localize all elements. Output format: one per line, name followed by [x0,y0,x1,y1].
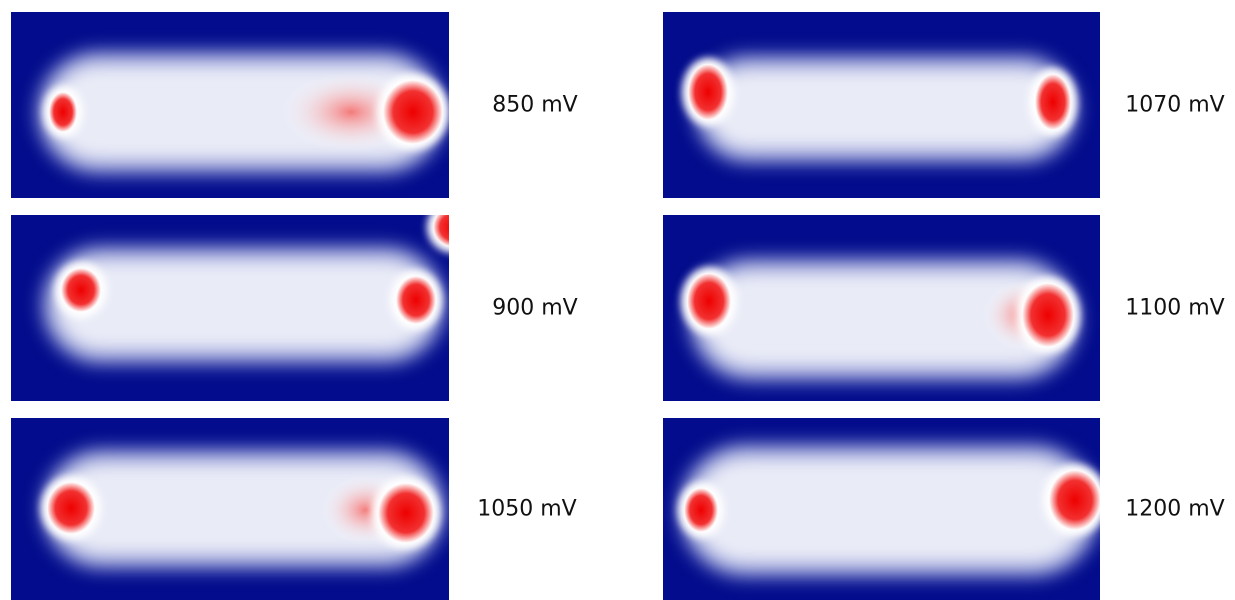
map-image [11,215,449,401]
end-mode-spot [684,488,718,532]
map-image [11,418,449,600]
wire [705,66,1066,152]
end-mode-spot [1049,470,1100,530]
end-mode-spot [378,483,434,543]
end-mode-spot [49,92,77,132]
bias-label: 850 mV [492,93,577,118]
bias-label: 1200 mV [1125,497,1224,522]
end-mode-spot [396,276,436,324]
end-mode-spot [687,273,731,329]
end-mode-spot [61,268,101,312]
map-image [663,418,1100,600]
end-mode-spot [1022,283,1074,347]
bias-label: 1100 mV [1125,296,1224,321]
wire [690,455,1088,566]
end-mode-spot [688,64,728,120]
wire [53,257,434,353]
end-mode-spot [1035,74,1071,130]
bias-label: 900 mV [492,296,577,321]
map-image [663,12,1100,198]
end-mode-spot [383,80,443,144]
bias-label: 1070 mV [1125,93,1224,118]
figure: 850 mV 900 mV 1050 mV 1070 mV 1100 mV 1200 mV [0,0,1235,600]
bias-label: 1050 mV [477,497,576,522]
map-image [663,215,1100,401]
map-image [11,12,449,198]
end-mode-spot [47,482,95,534]
